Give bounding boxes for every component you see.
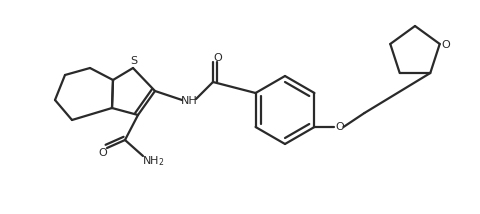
Text: NH: NH xyxy=(180,96,197,106)
Text: S: S xyxy=(131,56,138,66)
Text: O: O xyxy=(98,148,108,158)
Text: O: O xyxy=(214,53,222,63)
Text: O: O xyxy=(335,122,344,132)
Text: O: O xyxy=(441,40,450,50)
Text: NH$_2$: NH$_2$ xyxy=(142,154,164,168)
